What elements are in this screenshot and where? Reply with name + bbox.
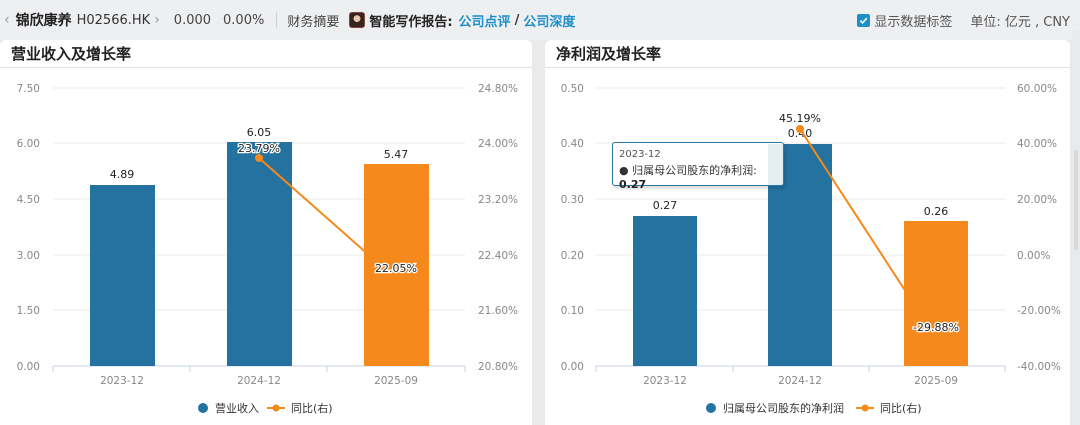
svg-text:-20.00%: -20.00%	[1017, 305, 1061, 317]
tooltip-bullet-icon: ●	[619, 164, 629, 177]
revenue-chart: 7.50 6.00 4.50 3.00 1.50 0.00 24.80% 24.…	[17, 83, 518, 415]
chevron-right-icon[interactable]: ›	[154, 12, 160, 28]
show-labels-checkbox[interactable]	[857, 13, 871, 27]
tooltip-series: 归属母公司股东的净利润	[632, 164, 754, 177]
unit-label: 单位: 亿元 , CNY	[970, 14, 1070, 30]
options: 显示数据标签 单位: 亿元 , CNY	[857, 0, 1070, 40]
top-bar: ‹ 锦欣康养 H02566.HK › 0.000 0.00% 财务摘要 智能写作…	[0, 0, 1080, 40]
legend: 营业收入 同比(右)	[198, 401, 333, 415]
left-y-axis: 7.50 6.00 4.50 3.00 1.50 0.00	[17, 83, 40, 373]
right-y-axis: 60.00% 40.00% 20.00% 0.00% -20.00% -40.0…	[1017, 83, 1061, 373]
tooltip-date: 2023-12	[619, 149, 661, 160]
ticker: H02566.HK	[76, 12, 151, 28]
svg-text:20.00%: 20.00%	[1017, 194, 1057, 206]
company-name: 锦欣康养	[15, 13, 72, 29]
bar-2025-09[interactable]	[904, 221, 968, 366]
x-axis-labels: 2023-12 2024-12 2025-09	[100, 375, 418, 387]
svg-text:24.80%: 24.80%	[478, 83, 518, 95]
line-labels: 23.79% 22.05%	[237, 141, 418, 277]
scrollbar-thumb[interactable]	[1074, 150, 1078, 250]
bar-2023-12[interactable]	[90, 185, 155, 366]
yoy-line	[258, 157, 397, 280]
svg-text:4.89: 4.89	[110, 168, 135, 181]
chevron-left-icon[interactable]: ‹	[4, 12, 10, 28]
svg-text:0.00%: 0.00%	[1017, 250, 1050, 262]
svg-text:21.60%: 21.60%	[478, 305, 518, 317]
company-review-link[interactable]: 公司点评	[458, 14, 511, 30]
report-label: 智能写作报告:	[369, 14, 453, 30]
bar-labels: 4.89 6.05 5.47	[110, 126, 409, 181]
svg-text:23.79%: 23.79%	[238, 142, 280, 155]
svg-text:45.19%: 45.19%	[779, 112, 821, 125]
svg-text:4.50: 4.50	[17, 194, 40, 206]
svg-text:3.00: 3.00	[17, 250, 40, 262]
svg-text:同比(右)[interactable]: 同比(右)	[291, 401, 333, 415]
company-depth-link[interactable]: 公司深度	[523, 14, 576, 30]
svg-text:2025-09: 2025-09	[374, 375, 418, 387]
divider	[276, 12, 278, 28]
svg-text:同比(右)[interactable]: 同比(右)	[880, 401, 922, 415]
link-separator: /	[514, 12, 520, 28]
svg-text:0.27: 0.27	[653, 199, 678, 212]
yoy-point[interactable]	[796, 125, 804, 133]
svg-text:6.00: 6.00	[17, 138, 40, 150]
tooltip-value: 0.27	[619, 178, 647, 191]
svg-text:0.10: 0.10	[561, 305, 584, 317]
bar-2025-09[interactable]	[364, 164, 429, 366]
svg-text:7.50: 7.50	[17, 83, 40, 95]
svg-text:60.00%: 60.00%	[1017, 83, 1057, 95]
yoy-point[interactable]	[255, 154, 263, 162]
check-icon	[860, 17, 868, 24]
svg-text:-29.88%: -29.88%	[913, 321, 959, 334]
financial-summary-link[interactable]: 财务摘要	[287, 14, 340, 30]
svg-text:2023-12: 2023-12	[643, 375, 687, 387]
svg-text:2023-12: 2023-12	[100, 375, 144, 387]
svg-text:2024-12: 2024-12	[778, 375, 822, 387]
bar-2023-12[interactable]	[633, 216, 697, 366]
svg-text:0.00: 0.00	[17, 361, 40, 373]
svg-text:5.47: 5.47	[384, 148, 409, 161]
change-percent: 0.00%	[223, 12, 265, 28]
net-profit-chart: 0.50 0.40 0.30 0.20 0.10 0.00 60.00% 40.…	[561, 83, 1061, 415]
legend-bar-icon	[198, 403, 208, 413]
svg-text:6.05: 6.05	[247, 126, 272, 139]
svg-text:40.00%: 40.00%	[1017, 138, 1057, 150]
svg-text:0.40: 0.40	[561, 138, 584, 150]
legend: 归属母公司股东的净利润 同比(右)	[706, 401, 922, 415]
left-y-axis: 0.50 0.40 0.30 0.20 0.10 0.00	[561, 83, 584, 373]
bar-2024-12[interactable]	[227, 142, 292, 366]
svg-text:-40.00%: -40.00%	[1017, 361, 1061, 373]
avatar-icon	[349, 12, 366, 28]
svg-text:0.00: 0.00	[561, 361, 584, 373]
svg-text:归属母公司股东的净利润[interactable]: 归属母公司股东的净利润	[723, 401, 844, 415]
svg-text:20.80%: 20.80%	[478, 361, 518, 373]
show-labels-label[interactable]: 显示数据标签	[874, 14, 953, 30]
svg-text:0.20: 0.20	[561, 250, 584, 262]
right-y-axis: 24.80% 24.00% 23.20% 22.40% 21.60% 20.80…	[478, 83, 518, 373]
svg-text:1.50: 1.50	[17, 305, 40, 317]
yoy-line	[799, 128, 937, 339]
svg-text:营业收入[interactable]: 营业收入	[215, 401, 259, 415]
svg-text:2024-12: 2024-12	[237, 375, 281, 387]
tooltip-row: ● 归属母公司股东的净利润: 0.27	[619, 164, 757, 191]
svg-text:23.20%: 23.20%	[478, 194, 518, 206]
x-axis-labels: 2023-12 2024-12 2025-09	[643, 375, 958, 387]
panel-title: 净利润及增长率	[545, 40, 1070, 68]
legend-bar-icon	[706, 403, 716, 413]
svg-text:2025-09: 2025-09	[914, 375, 958, 387]
svg-text:22.40%: 22.40%	[478, 250, 518, 262]
svg-text:24.00%: 24.00%	[478, 138, 518, 150]
svg-text:0.50: 0.50	[561, 83, 584, 95]
svg-text:0.26: 0.26	[924, 205, 949, 218]
panel-title: 营业收入及增长率	[0, 40, 532, 68]
chart-tooltip: 2023-12 ● 归属母公司股东的净利润: 0.27	[612, 142, 784, 191]
vertical-scrollbar[interactable]	[1072, 30, 1080, 425]
price: 0.000	[173, 12, 212, 28]
svg-text:0.30: 0.30	[561, 194, 584, 206]
bar-labels: 0.27 0.40 0.26	[653, 127, 949, 218]
svg-text:22.05%: 22.05%	[375, 262, 417, 275]
line-labels: 45.19% -29.88%	[778, 111, 960, 336]
